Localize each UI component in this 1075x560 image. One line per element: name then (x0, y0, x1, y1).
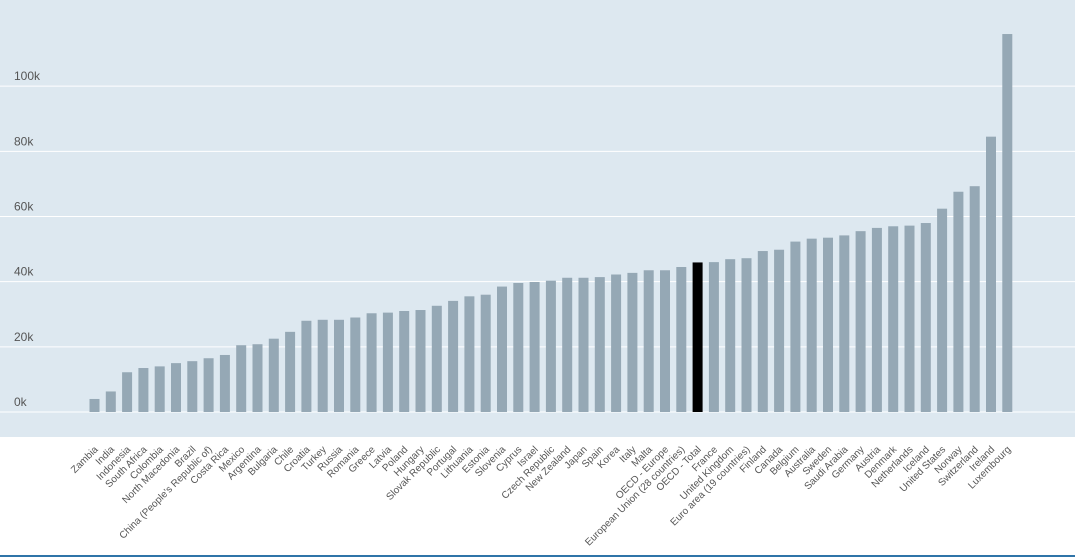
bar-korea[interactable] (611, 274, 622, 412)
bar-norway[interactable] (953, 191, 964, 412)
bar-italy[interactable] (627, 272, 638, 412)
bar-united-states[interactable] (937, 208, 948, 412)
bar-turkey[interactable] (317, 319, 328, 412)
y-axis-ticks: 0k 20k 40k 60k 80k 100k (14, 69, 41, 409)
bar-argentina[interactable] (252, 344, 263, 412)
bar-latvia[interactable] (382, 312, 393, 412)
bar-austria[interactable] (871, 227, 882, 412)
bar-saudi-arabia[interactable] (839, 235, 850, 412)
bar-cyprus[interactable] (513, 282, 524, 412)
bar-luxembourg[interactable] (1002, 34, 1013, 413)
bar-romania[interactable] (350, 317, 361, 412)
bar-hungary[interactable] (415, 310, 426, 412)
bar-denmark[interactable] (888, 226, 899, 412)
y-tick-label: 80k (14, 134, 34, 148)
bar-mexico[interactable] (236, 345, 247, 412)
bar-india[interactable] (105, 391, 116, 412)
bars (89, 34, 1013, 413)
bar-russia[interactable] (334, 319, 344, 412)
bar-belgium[interactable] (790, 241, 801, 412)
bar-netherlands[interactable] (904, 225, 915, 412)
bar-israel[interactable] (529, 281, 540, 412)
bottom-rule (0, 555, 1075, 557)
bar-poland[interactable] (399, 310, 410, 412)
y-tick-label: 60k (14, 200, 34, 214)
bar-north-macedonia[interactable] (171, 363, 181, 412)
bar-brazil[interactable] (187, 361, 198, 412)
bar-croatia[interactable] (301, 320, 312, 412)
bar-euro-area-19-countries[interactable] (741, 258, 752, 412)
bar-czech-republic[interactable] (545, 280, 556, 412)
bar-colombia[interactable] (154, 366, 165, 412)
bar-ireland[interactable] (986, 136, 996, 412)
y-tick-label: 20k (14, 330, 34, 344)
bar-oecd-europe[interactable] (660, 270, 670, 412)
bar-canada[interactable] (774, 249, 785, 412)
bar-slovenia[interactable] (497, 286, 507, 412)
bar-oecd-total[interactable] (692, 262, 703, 412)
bar-lithuania[interactable] (464, 296, 475, 412)
bar-spain[interactable] (594, 277, 605, 412)
bar-chile[interactable] (285, 331, 296, 412)
bar-zambia[interactable] (89, 398, 100, 412)
bar-japan[interactable] (578, 277, 589, 412)
bar-france[interactable] (708, 262, 719, 412)
bar-china-people-s-republic-of[interactable] (203, 358, 214, 412)
bar-iceland[interactable] (920, 223, 931, 412)
bar-indonesia[interactable] (122, 372, 133, 412)
bar-costa-rica[interactable] (219, 354, 230, 412)
bar-south-africa[interactable] (138, 368, 149, 412)
bar-portugal[interactable] (448, 300, 459, 412)
bar-germany[interactable] (855, 231, 866, 412)
bar-european-union-28-countries[interactable] (676, 267, 687, 412)
bar-switzerland[interactable] (969, 186, 980, 412)
y-tick-label: 0k (14, 395, 28, 409)
bar-australia[interactable] (806, 238, 817, 412)
bar-greece[interactable] (366, 313, 377, 412)
bar-bulgaria[interactable] (268, 338, 279, 412)
bar-finland[interactable] (757, 251, 768, 412)
bar-malta[interactable] (643, 270, 654, 412)
y-tick-label: 40k (14, 265, 34, 279)
bar-estonia[interactable] (480, 294, 491, 412)
bar-sweden[interactable] (823, 237, 833, 412)
bar-slovak-republic[interactable] (431, 305, 442, 412)
bar-united-kingdom[interactable] (725, 259, 736, 412)
bar-new-zealand[interactable] (562, 277, 573, 412)
y-tick-label: 100k (14, 69, 41, 83)
